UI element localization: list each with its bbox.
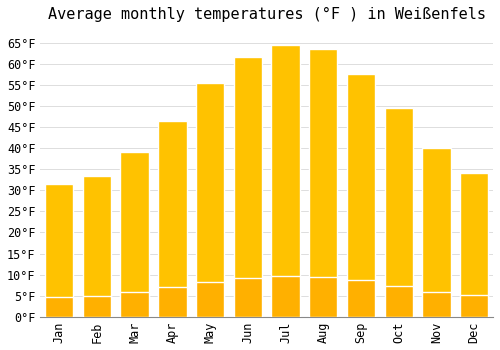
Bar (45, 297, 74, 317)
Bar (196, 282, 224, 317)
Bar (272, 276, 299, 317)
Bar (309, 276, 338, 317)
Bar (120, 152, 149, 317)
Bar (384, 286, 413, 317)
Bar (120, 292, 149, 317)
Bar (234, 57, 262, 317)
Bar (83, 296, 111, 317)
Bar (460, 295, 488, 317)
Bar (272, 45, 299, 317)
Bar (422, 292, 450, 317)
Bar (158, 287, 186, 317)
Bar (83, 176, 111, 317)
Bar (309, 49, 338, 317)
Title: Average monthly temperatures (°F ) in Weißenfels: Average monthly temperatures (°F ) in We… (48, 7, 486, 22)
Bar (422, 148, 450, 317)
Bar (45, 184, 74, 317)
Bar (196, 83, 224, 317)
Bar (158, 121, 186, 317)
Bar (460, 174, 488, 317)
Bar (234, 278, 262, 317)
Bar (384, 108, 413, 317)
Bar (347, 280, 375, 317)
Bar (347, 74, 375, 317)
